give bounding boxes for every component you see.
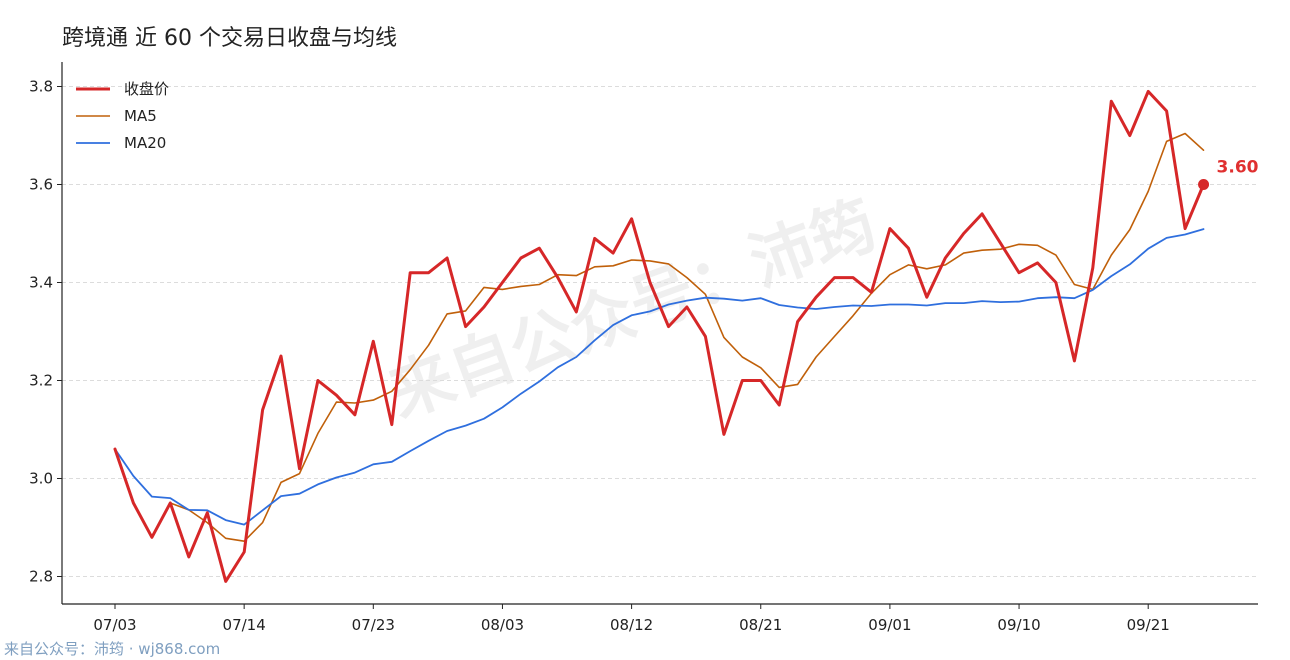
y-tick-label: 3.4: [29, 274, 53, 292]
footer-credit: 来自公众号：沛筠 · wj868.com: [4, 640, 221, 658]
y-tick-label: 3.6: [29, 176, 53, 194]
series-line-close: [113, 89, 1205, 583]
y-tick-label: 2.8: [29, 568, 53, 586]
x-tick-label: 08/12: [610, 616, 653, 634]
x-tick-label: 07/14: [223, 616, 266, 634]
end-marker: 3.60: [1198, 158, 1259, 190]
series-lines: [113, 89, 1205, 583]
axes: 2.8 3.0 3.2 3.4 3.6 3.8 07/03 07/14 07/23 08/03 08…: [29, 62, 1258, 634]
y-tick-label: 3.2: [29, 372, 53, 390]
legend-label: 收盘价: [124, 80, 169, 98]
x-tick-label: 09/01: [868, 616, 911, 634]
x-tick-label: 08/21: [739, 616, 782, 634]
y-tick-label: 3.8: [29, 78, 53, 96]
last-close-label: 3.60: [1217, 158, 1259, 178]
x-tick-label: 08/03: [481, 616, 524, 634]
x-tick-label: 09/10: [997, 616, 1040, 634]
series-line-ma5: [114, 132, 1205, 543]
x-tick-label: 09/21: [1127, 616, 1170, 634]
legend-label: MA20: [124, 134, 166, 152]
legend: 收盘价 MA5 MA20: [76, 80, 169, 152]
x-tick-label: 07/23: [352, 616, 395, 634]
chart-title: 跨境通 近 60 个交易日收盘与均线: [62, 26, 397, 51]
last-close-point: [1198, 179, 1210, 190]
x-tick-label: 07/03: [93, 616, 136, 634]
grid: [62, 86, 1258, 577]
legend-label: MA5: [124, 107, 157, 125]
y-tick-label: 3.0: [29, 470, 53, 488]
